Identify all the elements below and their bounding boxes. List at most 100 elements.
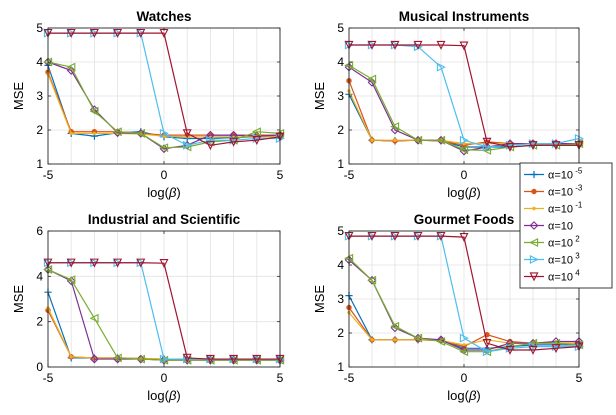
x-label-symbol: β — [468, 388, 477, 403]
data-point — [89, 258, 99, 268]
legend-label-exponent: -1 — [573, 201, 583, 210]
legend-marker — [529, 221, 539, 230]
data-point — [390, 122, 400, 132]
legend-label-base: α=10 — [548, 255, 573, 267]
data-point — [413, 135, 423, 145]
data-point — [135, 354, 145, 364]
series-line-5 — [47, 61, 281, 149]
data-point — [393, 138, 397, 142]
legend-item: α=10 -1 — [524, 201, 583, 216]
legend-marker — [529, 272, 539, 282]
x-axis-label: log(β) — [147, 185, 180, 200]
data-point — [159, 143, 169, 153]
data-point — [436, 40, 446, 50]
legend-label-base: α=10 — [548, 204, 573, 216]
data-point — [159, 259, 169, 269]
legend-label-exponent: 4 — [573, 269, 580, 278]
data-point — [89, 106, 99, 116]
y-tick-label: 4 — [36, 55, 43, 69]
y-tick-label: 6 — [36, 224, 43, 238]
legend-label: α=10 -3 — [548, 184, 583, 199]
series-line-7 — [48, 32, 281, 146]
data-point — [390, 321, 400, 331]
x-label-close: ) — [476, 185, 480, 200]
data-point — [367, 40, 377, 50]
x-label-close: ) — [176, 388, 180, 403]
data-point — [390, 125, 400, 135]
data-point — [69, 355, 73, 359]
data-point — [528, 141, 538, 151]
data-point — [436, 337, 446, 346]
legend-label-exponent: 3 — [573, 252, 580, 261]
legend-marker — [531, 188, 537, 195]
data-point — [159, 128, 169, 138]
data-point — [459, 135, 469, 145]
data-point — [66, 62, 76, 72]
data-point — [66, 28, 76, 38]
chart-title: Industrial and Scientific — [88, 212, 241, 227]
legend-item: α=10 -3 — [524, 184, 583, 199]
data-point — [92, 131, 97, 136]
legend-item: α=10 -5 — [524, 167, 583, 182]
y-tick-label: 3 — [337, 89, 344, 103]
y-tick-label: 4 — [36, 269, 43, 283]
legend-label-base: α=10 — [548, 272, 573, 284]
data-point — [370, 138, 374, 142]
legend-label-exponent: -3 — [573, 184, 583, 193]
x-tick-label: -5 — [43, 371, 54, 385]
data-point — [390, 231, 400, 241]
series-line-5 — [348, 257, 580, 353]
data-point — [393, 338, 397, 342]
chart-title: Gourmet Foods — [414, 212, 515, 227]
y-tick-label: 3 — [337, 292, 344, 306]
data-point — [229, 137, 239, 147]
data-point — [252, 354, 262, 364]
data-point — [459, 347, 469, 357]
x-tick-label: -5 — [344, 168, 355, 182]
y-tick-label: 2 — [36, 123, 43, 137]
data-point — [367, 78, 377, 87]
x-tick-label: 5 — [277, 371, 284, 385]
chart-title: Musical Instruments — [399, 9, 530, 24]
x-tick-label: 0 — [161, 371, 168, 385]
legend-marker — [530, 170, 538, 179]
x-tick-label: 0 — [461, 371, 468, 385]
data-point — [551, 344, 561, 354]
legend-marker — [529, 255, 539, 264]
data-point — [182, 353, 192, 363]
data-point — [113, 28, 123, 38]
data-point — [66, 66, 76, 75]
data-point — [66, 275, 76, 285]
legend-label-exponent: 2 — [573, 235, 580, 244]
y-tick-label: 2 — [36, 315, 43, 329]
y-tick-label: 5 — [36, 21, 43, 35]
data-point — [505, 142, 515, 152]
x-label-symbol: β — [468, 185, 477, 200]
series-line-7 — [349, 44, 579, 148]
legend-label: α=10 -1 — [548, 201, 583, 216]
y-tick-label: 3 — [36, 89, 43, 103]
data-point — [367, 231, 377, 241]
data-point — [367, 74, 377, 84]
data-point — [459, 41, 469, 51]
data-point — [89, 28, 99, 38]
x-label-close: ) — [476, 388, 480, 403]
y-axis-label: MSE — [11, 285, 26, 314]
data-point — [113, 258, 123, 268]
data-point — [390, 40, 400, 50]
y-tick-label: 0 — [36, 360, 43, 374]
x-axis-label: log(β) — [447, 185, 480, 200]
y-tick-label: 1 — [36, 157, 43, 171]
legend-label-exponent: -5 — [573, 167, 583, 176]
x-label-text: log( — [147, 185, 169, 200]
x-label-close: ) — [176, 185, 180, 200]
legend-label-base: α=10 — [548, 238, 573, 250]
data-point — [505, 345, 515, 355]
x-axis-label: log(β) — [447, 388, 480, 403]
legend-label-base: α=10 — [548, 187, 573, 199]
x-label-symbol: β — [168, 185, 177, 200]
x-tick-label: 0 — [461, 168, 468, 182]
y-tick-label: 1 — [337, 157, 344, 171]
legend-label-base: α=10 — [548, 221, 573, 233]
